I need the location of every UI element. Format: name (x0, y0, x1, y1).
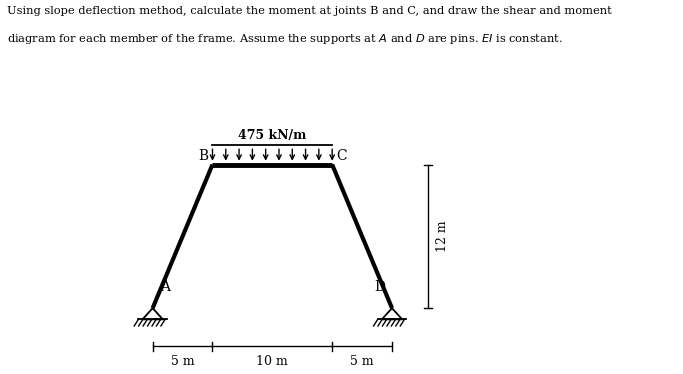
Text: B: B (199, 149, 209, 163)
Text: 10 m: 10 m (256, 355, 288, 368)
Text: diagram for each member of the frame. Assume the supports at $\mathit{A}$ and $\: diagram for each member of the frame. As… (7, 32, 563, 46)
Text: Using slope deflection method, calculate the moment at joints B and C, and draw : Using slope deflection method, calculate… (7, 6, 611, 16)
Text: A: A (160, 280, 170, 294)
Text: 475 kN/m: 475 kN/m (238, 129, 307, 142)
Text: 5 m: 5 m (171, 355, 195, 368)
Text: C: C (336, 149, 346, 163)
Text: 12 m: 12 m (436, 221, 449, 252)
Text: D: D (374, 280, 385, 294)
Text: 5 m: 5 m (350, 355, 374, 368)
